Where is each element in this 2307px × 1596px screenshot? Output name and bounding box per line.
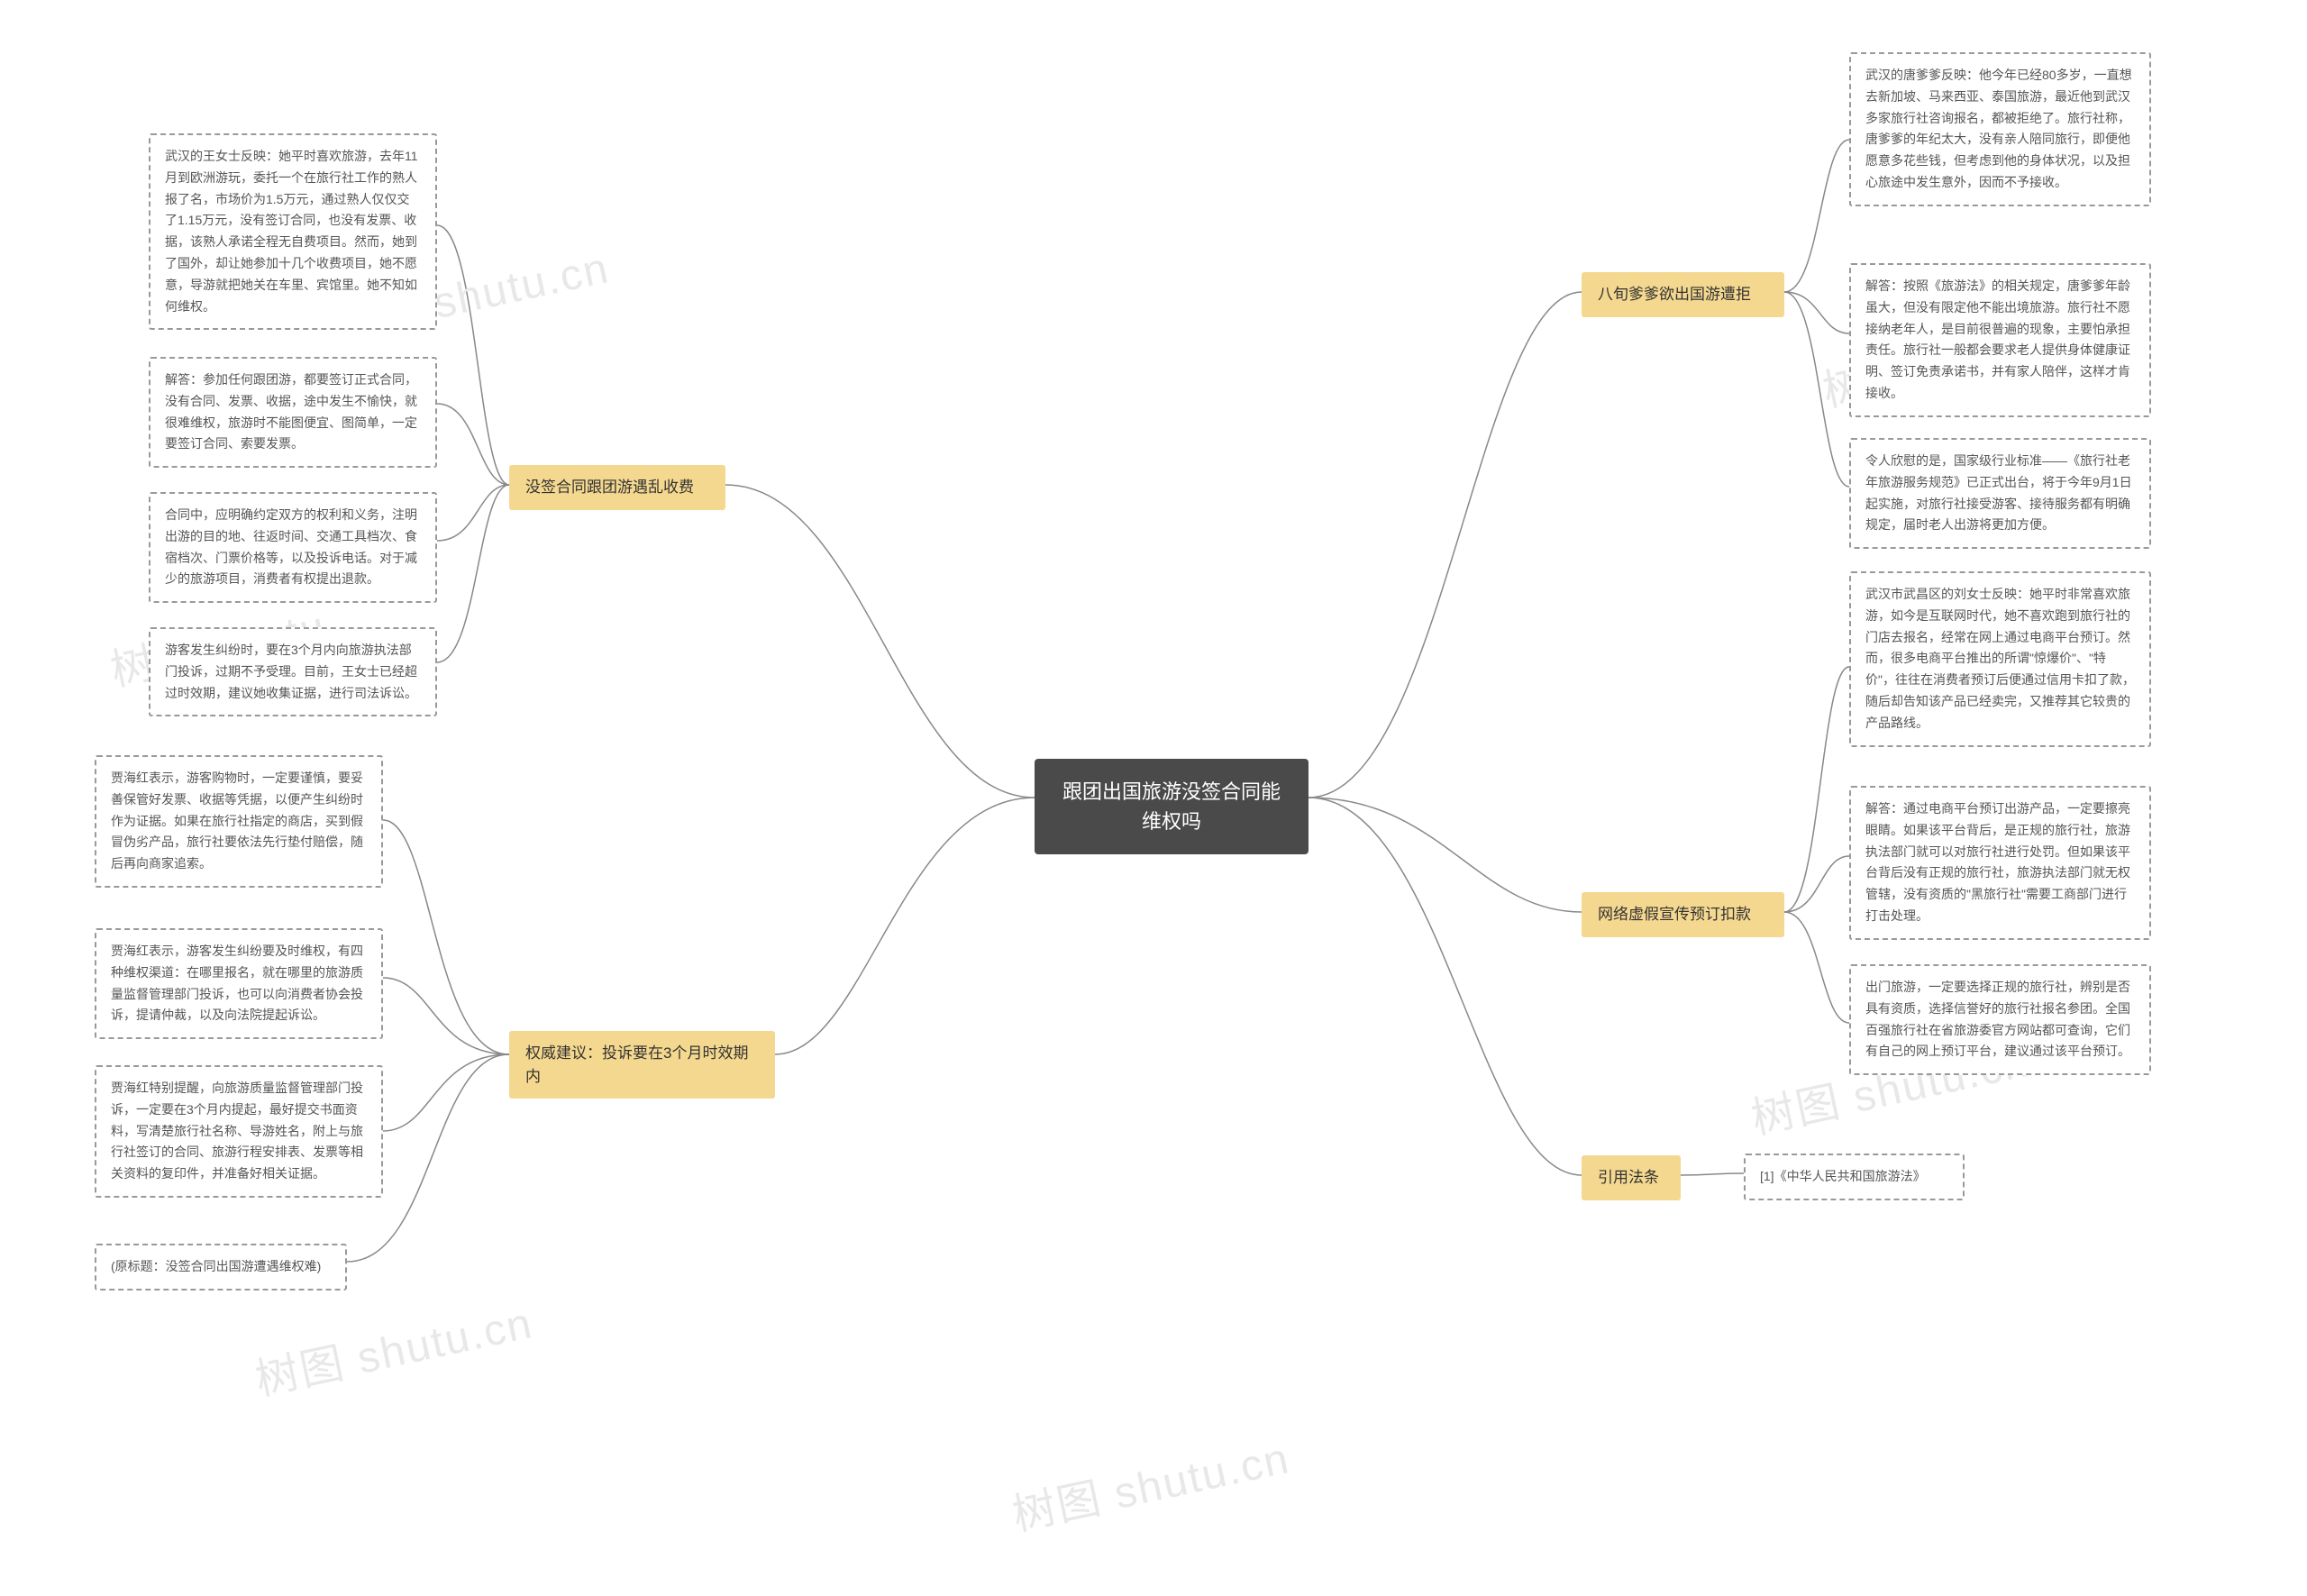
leaf-node: 解答：参加任何跟团游，都要签订正式合同，没有合同、发票、收据，途中发生不愉快，就…: [149, 357, 437, 468]
leaf-node: (原标题：没签合同出国游遭遇维权难): [95, 1244, 347, 1290]
leaf-node: [1]《中华人民共和国旅游法》: [1744, 1154, 1965, 1200]
watermark: 树图 shutu.cn: [249, 1287, 538, 1408]
leaf-node: 贾海红特别提醒，向旅游质量监督管理部门投诉，一定要在3个月内提起，最好提交书面资…: [95, 1065, 383, 1198]
branch-authority-advice: 权威建议：投诉要在3个月时效期内: [509, 1031, 775, 1099]
leaf-node: 武汉的唐爹爹反映：他今年已经80多岁，一直想去新加坡、马来西亚、泰国旅游，最近他…: [1849, 52, 2151, 206]
mindmap-root: 跟团出国旅游没签合同能 维权吗: [1035, 759, 1309, 854]
branch-law-reference: 引用法条: [1582, 1155, 1681, 1200]
leaf-node: 出门旅游，一定要选择正规的旅行社，辨别是否具有资质，选择信誉好的旅行社报名参团。…: [1849, 964, 2151, 1075]
leaf-node: 贾海红表示，游客发生纠纷要及时维权，有四种维权渠道：在哪里报名，就在哪里的旅游质…: [95, 928, 383, 1039]
watermark: shutu.cn: [429, 243, 614, 329]
leaf-node: 合同中，应明确约定双方的权利和义务，注明出游的目的地、往返时间、交通工具档次、食…: [149, 492, 437, 603]
branch-no-contract: 没签合同跟团游遇乱收费: [509, 465, 725, 510]
leaf-node: 令人欣慰的是，国家级行业标准——《旅行社老年旅游服务规范》已正式出台，将于今年9…: [1849, 438, 2151, 549]
leaf-node: 武汉的王女士反映：她平时喜欢旅游，去年11月到欧洲游玩，委托一个在旅行社工作的熟…: [149, 133, 437, 330]
leaf-node: 解答：通过电商平台预订出游产品，一定要擦亮眼睛。如果该平台背后，是正规的旅行社，…: [1849, 786, 2151, 940]
leaf-node: 游客发生纠纷时，要在3个月内向旅游执法部门投诉，过期不予受理。目前，王女士已经超…: [149, 627, 437, 716]
watermark: 树图 shutu.cn: [1006, 1422, 1295, 1543]
leaf-node: 贾海红表示，游客购物时，一定要谨慎，要妥善保管好发票、收据等凭据，以便产生纠纷时…: [95, 755, 383, 888]
branch-elderly-rejected: 八旬爹爹欲出国游遭拒: [1582, 272, 1784, 317]
branch-online-false-ads: 网络虚假宣传预订扣款: [1582, 892, 1784, 937]
leaf-node: 解答：按照《旅游法》的相关规定，唐爹爹年龄虽大，但没有限定他不能出境旅游。旅行社…: [1849, 263, 2151, 417]
leaf-node: 武汉市武昌区的刘女士反映：她平时非常喜欢旅游，如今是互联网时代，她不喜欢跑到旅行…: [1849, 571, 2151, 747]
